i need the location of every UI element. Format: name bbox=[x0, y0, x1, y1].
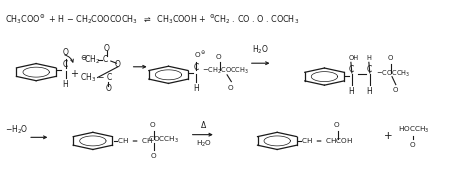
Text: O: O bbox=[63, 48, 68, 57]
Text: O: O bbox=[104, 44, 110, 53]
Text: O: O bbox=[228, 85, 233, 91]
Text: O: O bbox=[334, 122, 339, 128]
Text: C: C bbox=[63, 60, 68, 69]
Text: O: O bbox=[393, 87, 399, 93]
Text: O: O bbox=[216, 54, 221, 60]
Text: CH $=$ CHCOH: CH $=$ CHCOH bbox=[301, 136, 353, 145]
Text: H: H bbox=[348, 87, 354, 96]
Text: O$^\ominus$: O$^\ominus$ bbox=[194, 49, 207, 60]
Text: C: C bbox=[193, 63, 199, 72]
Text: H: H bbox=[193, 84, 199, 93]
Text: H$_2$O: H$_2$O bbox=[196, 139, 212, 149]
Text: $\Delta$: $\Delta$ bbox=[201, 119, 208, 130]
Text: O: O bbox=[150, 122, 155, 128]
Text: $-$COCCH$_3$: $-$COCCH$_3$ bbox=[376, 69, 410, 79]
Text: C: C bbox=[366, 65, 372, 74]
Text: $-$CH$_2$COCCH$_3$: $-$CH$_2$COCCH$_3$ bbox=[202, 66, 249, 76]
Text: OH: OH bbox=[348, 55, 359, 60]
Text: +: + bbox=[384, 130, 392, 141]
Text: CH$_3$COO$^\ominus$ + H $-$ CH$_2$COOCOCH$_3$  $\rightleftharpoons$  CH$_3$COOH : CH$_3$COO$^\ominus$ + H $-$ CH$_2$COOCOC… bbox=[5, 13, 300, 27]
Text: COCCH$_3$: COCCH$_3$ bbox=[148, 135, 179, 145]
Text: HOCCH$_3$: HOCCH$_3$ bbox=[398, 125, 429, 135]
Text: CH$_2$: CH$_2$ bbox=[84, 54, 100, 66]
Text: H: H bbox=[63, 80, 68, 89]
Text: C: C bbox=[102, 55, 108, 64]
Text: $-$H$_2$O: $-$H$_2$O bbox=[5, 124, 29, 136]
Text: H: H bbox=[366, 55, 371, 60]
Text: C: C bbox=[348, 65, 354, 74]
Text: H: H bbox=[366, 87, 372, 96]
Text: O: O bbox=[387, 55, 393, 61]
Text: O: O bbox=[115, 60, 121, 69]
Text: O: O bbox=[106, 84, 111, 93]
Text: H$_2$O: H$_2$O bbox=[252, 44, 269, 56]
Text: CH $=$ CH: CH $=$ CH bbox=[117, 136, 153, 145]
Text: $\ominus$: $\ominus$ bbox=[80, 53, 88, 62]
Text: +: + bbox=[70, 69, 78, 79]
Text: CH$_3$ $-$ C: CH$_3$ $-$ C bbox=[80, 71, 113, 84]
Text: O: O bbox=[410, 142, 416, 148]
Text: O: O bbox=[151, 152, 156, 159]
